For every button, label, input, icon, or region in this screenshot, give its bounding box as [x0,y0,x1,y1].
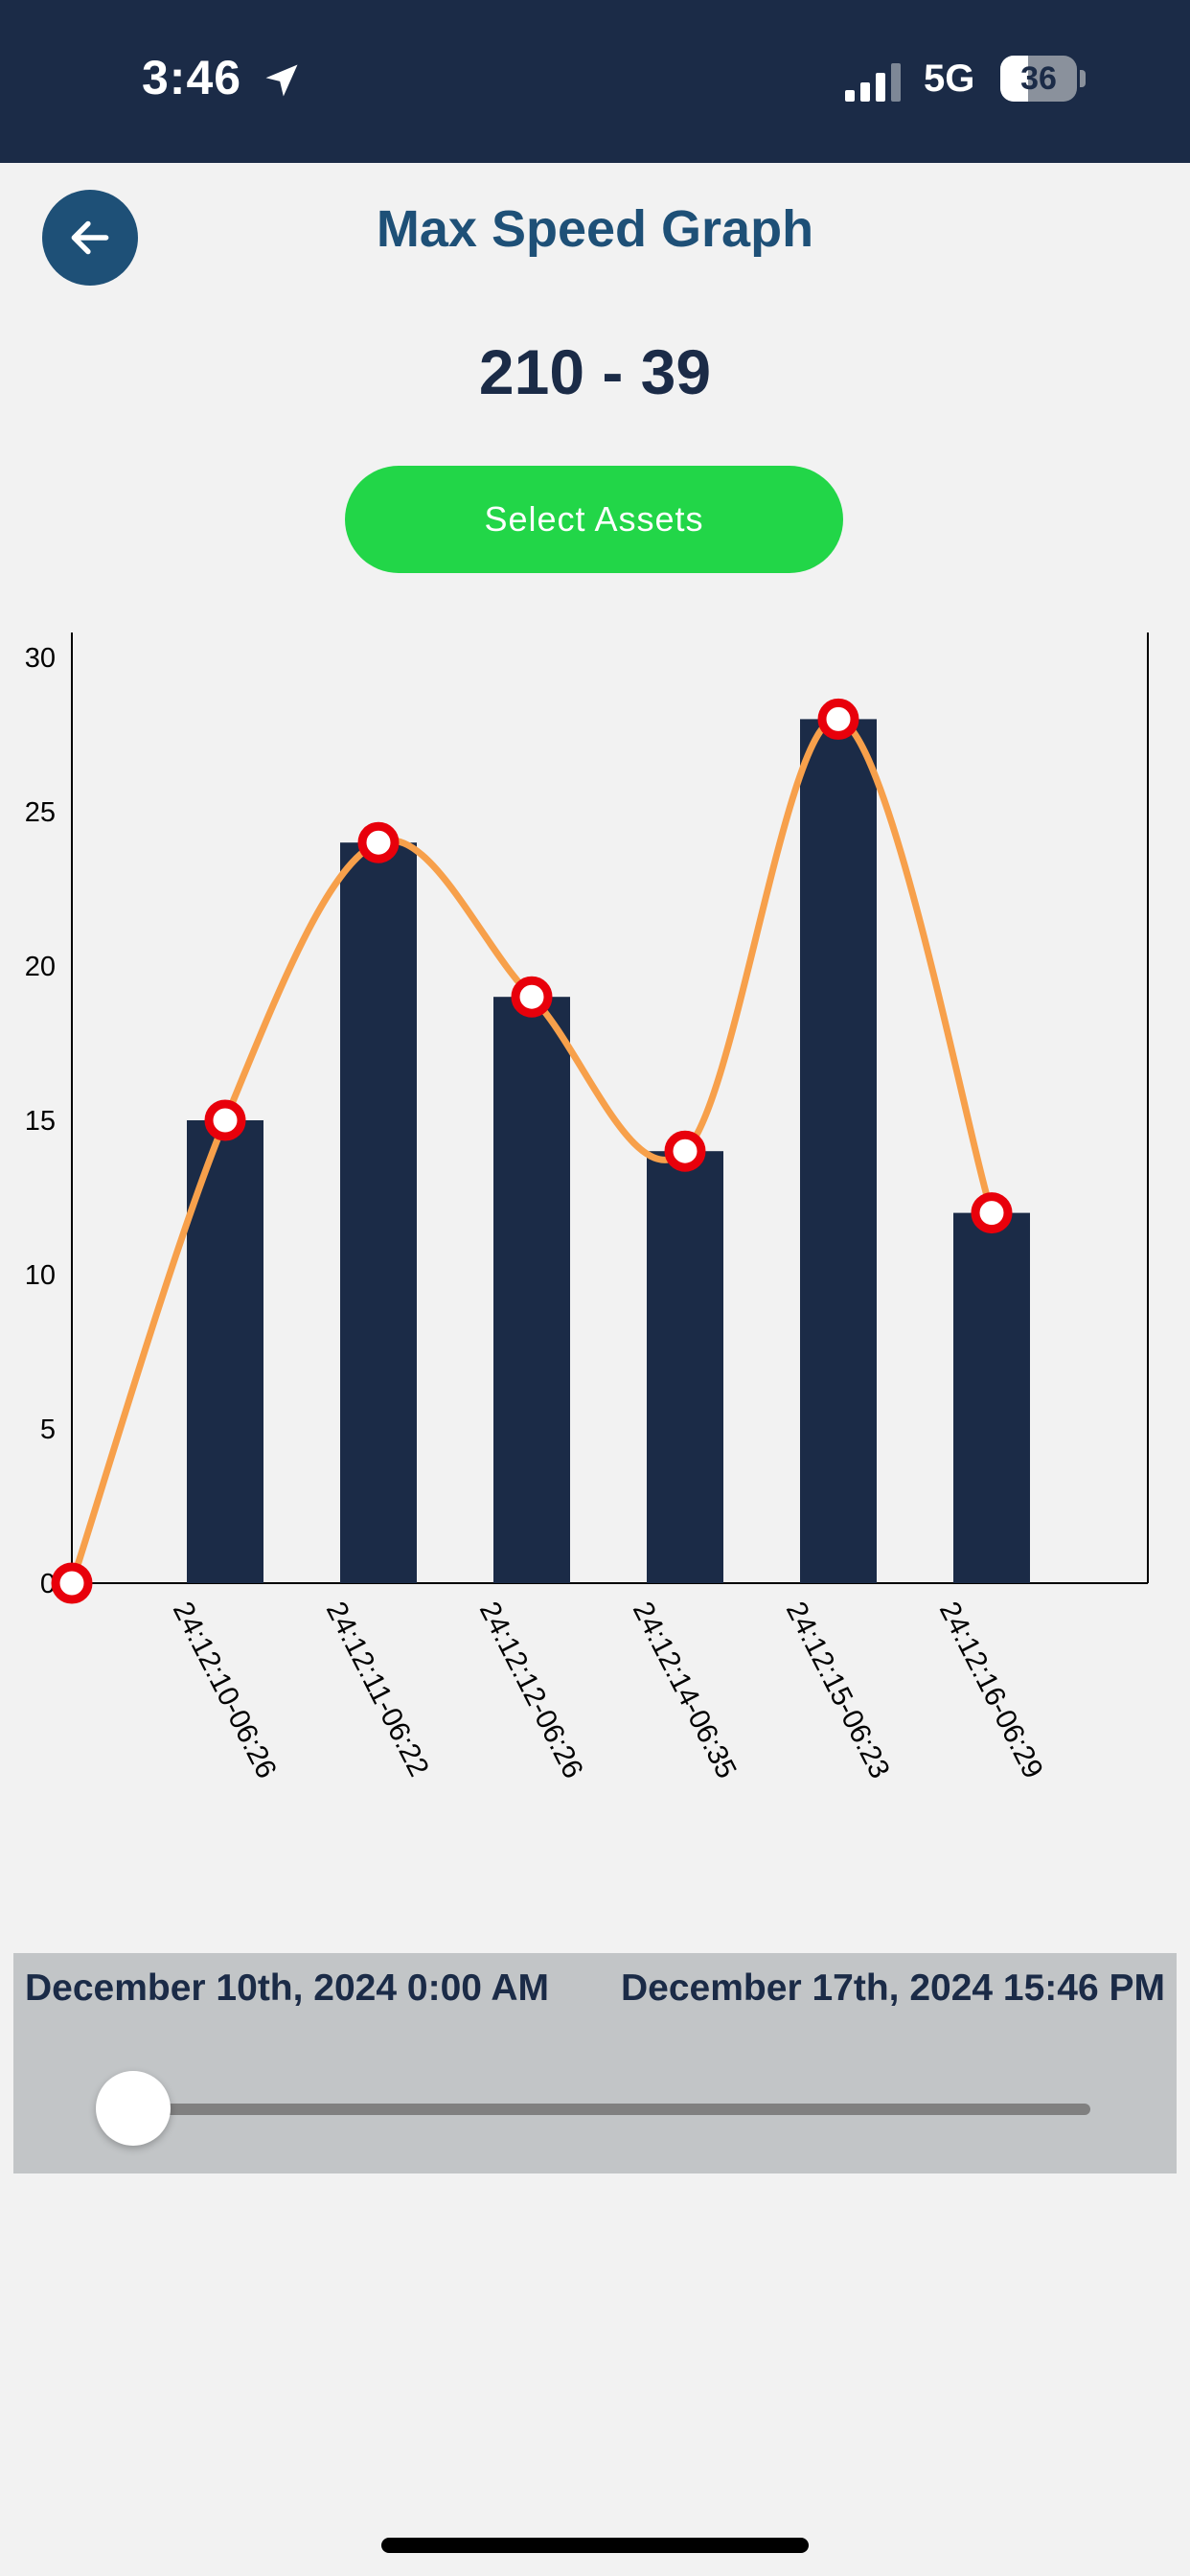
bars [187,719,1030,1583]
y-tick-label: 10 [25,1260,56,1291]
status-bar: 3:46 5G 36 [0,0,1190,163]
max-speed-chart: 0 5 10 15 20 25 30 24:12:10-06:26 24:12:11-06:2… [25,632,1149,1783]
bar [800,719,877,1583]
arrow-left-icon [71,220,109,255]
line-point [664,1130,706,1172]
date-range-panel: December 10th, 2024 0:00 AM December 17t… [13,1953,1177,2174]
y-tick-label: 30 [25,643,56,674]
y-axis: 0 5 10 15 20 25 30 [25,632,1149,1599]
line-point [51,1562,93,1604]
line-point [357,821,400,863]
x-tick-label: 24:12:16-06:29 [933,1597,1049,1783]
battery-icon: 36 [1000,56,1087,104]
bar [953,1212,1030,1583]
signal-bars-icon [845,63,901,102]
location-arrow-icon [265,64,298,97]
back-button[interactable] [42,190,138,286]
home-indicator [381,2538,809,2553]
x-tick-label: 24:12:10-06:26 [167,1597,283,1783]
y-tick-label: 20 [25,952,56,982]
network-type-label: 5G [924,58,975,100]
line-points [51,698,1013,1604]
x-tick-label: 24:12:14-06:35 [627,1597,743,1783]
y-tick-label: 5 [40,1414,56,1445]
date-slider-track[interactable] [132,2104,1090,2115]
bar [340,842,417,1583]
status-time: 3:46 [142,51,242,104]
x-tick-label: 24:12:12-06:26 [473,1597,589,1783]
bar [647,1151,723,1583]
asset-range-label: 210 - 39 [478,336,712,407]
line-point [971,1192,1013,1234]
bar [493,997,570,1583]
line-point [204,1099,246,1141]
y-tick-label: 15 [25,1106,56,1137]
range-end-label: December 17th, 2024 15:46 PM [621,1967,1165,2009]
date-slider-thumb[interactable] [96,2071,171,2146]
x-axis-labels: 24:12:10-06:26 24:12:11-06:22 24:12:12-06:… [167,1597,1049,1783]
bar [187,1120,263,1583]
y-tick-label: 0 [40,1569,56,1599]
y-tick-label: 25 [25,797,56,828]
page-title: Max Speed Graph [376,200,814,258]
line-point [817,698,859,740]
select-assets-button[interactable]: Select Assets [345,466,843,573]
x-tick-label: 24:12:11-06:22 [320,1597,435,1782]
x-tick-label: 24:12:15-06:23 [780,1597,896,1783]
battery-level: 36 [1020,60,1057,97]
line-point [511,976,553,1018]
range-start-label: December 10th, 2024 0:00 AM [25,1967,549,2009]
